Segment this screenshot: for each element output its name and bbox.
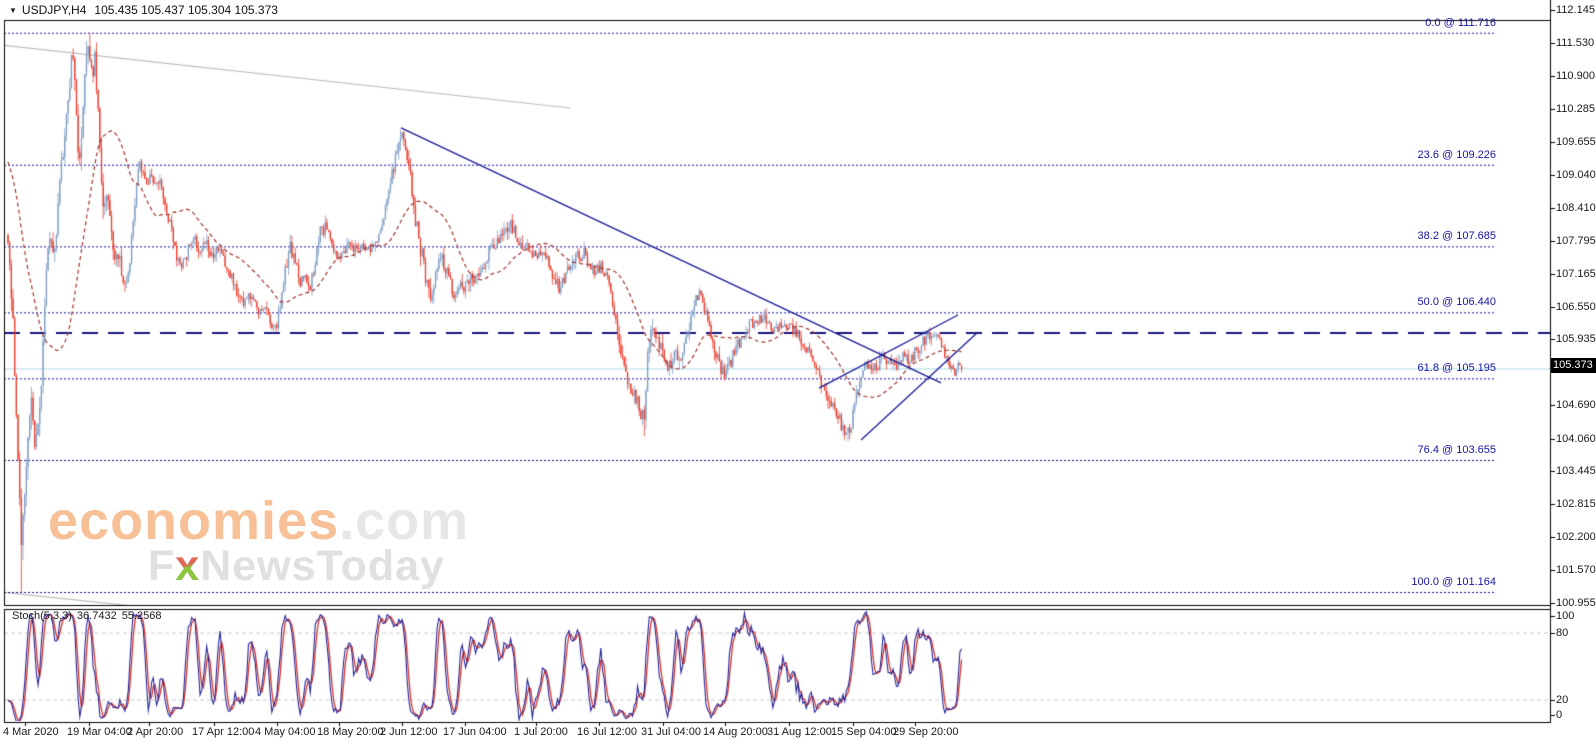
chart-header: ▼ USDJPY,H4 105.435 105.437 105.304 105.37…	[9, 3, 278, 17]
current-price-tag: 105.373	[1551, 358, 1596, 373]
stoch-signal-value: 55.2568	[121, 610, 162, 622]
ohlc-values: 105.435 105.437 105.304 105.373	[94, 3, 278, 17]
stoch-main-value: 36.7432	[76, 610, 117, 622]
symbol-timeframe-label: USDJPY,H4	[21, 3, 87, 17]
stoch-name: Stoch(5,3,3)	[12, 610, 72, 622]
symbol-dropdown-icon[interactable]: ▼	[9, 6, 17, 15]
stoch-indicator-label: Stoch(5,3,3) 36.7432 55.2568	[12, 610, 166, 622]
